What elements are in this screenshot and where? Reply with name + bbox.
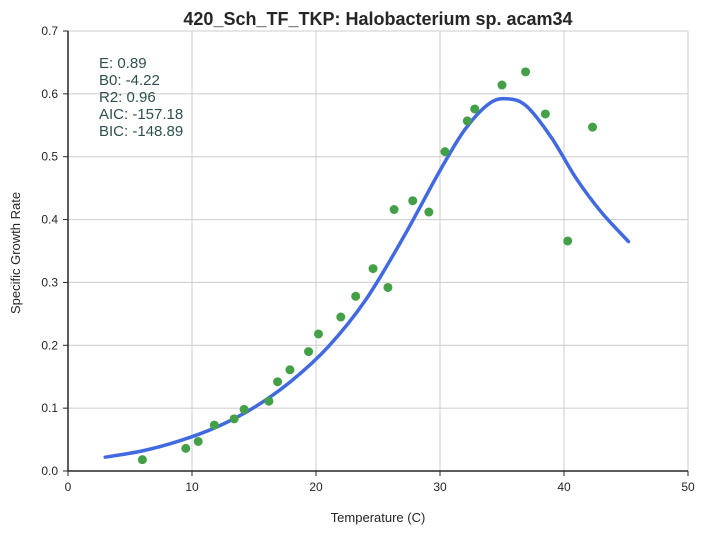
- y-tick-label: 0.0: [41, 464, 58, 478]
- data-point: [351, 291, 361, 301]
- x-tick-label: 0: [65, 480, 72, 494]
- data-point: [497, 80, 507, 90]
- data-point: [440, 147, 450, 157]
- data-point: [229, 414, 239, 424]
- data-point: [563, 236, 573, 246]
- data-point: [424, 207, 434, 217]
- data-point: [193, 436, 203, 446]
- y-tick-label: 0.1: [41, 401, 58, 415]
- y-tick-label: 0.2: [41, 338, 58, 352]
- data-point: [462, 116, 472, 126]
- data-point: [383, 282, 393, 292]
- x-tick-label: 50: [681, 480, 695, 494]
- data-point: [181, 443, 191, 453]
- stat-r2: R2: 0.96: [99, 89, 156, 106]
- chart-title: 420_Sch_TF_TKP: Halobacterium sp. acam34: [183, 9, 572, 29]
- axes: [67, 31, 688, 472]
- data-point: [313, 329, 323, 339]
- stat-e: E: 0.89: [99, 55, 147, 72]
- x-tick-label: 20: [309, 480, 323, 494]
- data-point: [273, 377, 283, 387]
- data-point: [239, 404, 249, 414]
- ticks: 0 10 20 30 40 50 0.0 0.1 0.2 0.3 0.4 0.5 0.6 0.7: [41, 24, 695, 494]
- data-point: [304, 347, 314, 357]
- stat-aic: AIC: -157.18: [99, 106, 183, 123]
- data-point: [336, 312, 346, 322]
- data-point: [137, 455, 147, 465]
- data-point: [264, 396, 274, 406]
- data-point: [285, 365, 295, 375]
- points-layer: [137, 67, 598, 465]
- y-tick-label: 0.4: [41, 213, 58, 227]
- data-point: [209, 420, 219, 430]
- x-tick-label: 10: [185, 480, 199, 494]
- data-point: [588, 122, 598, 132]
- data-point: [368, 264, 378, 274]
- y-tick-label: 0.6: [41, 87, 58, 101]
- x-tick-label: 30: [433, 480, 447, 494]
- data-point: [408, 196, 418, 206]
- stat-bic: BIC: -148.89: [99, 123, 183, 140]
- data-point: [540, 109, 550, 119]
- data-point: [521, 67, 531, 77]
- y-axis-label: Specific Growth Rate: [8, 192, 23, 314]
- data-point: [470, 104, 480, 114]
- grid: [68, 30, 689, 471]
- plot-area: [68, 31, 688, 471]
- stats-box: E: 0.89 B0: -4.22 R2: 0.96 AIC: -157.18 …: [99, 55, 183, 140]
- x-tick-label: 40: [557, 480, 571, 494]
- stat-b0: B0: -4.22: [99, 72, 160, 89]
- y-tick-label: 0.5: [41, 150, 58, 164]
- x-axis-label: Temperature (C): [331, 510, 426, 525]
- data-point: [389, 205, 399, 215]
- y-tick-label: 0.3: [41, 275, 58, 289]
- y-tick-label: 0.7: [41, 24, 58, 38]
